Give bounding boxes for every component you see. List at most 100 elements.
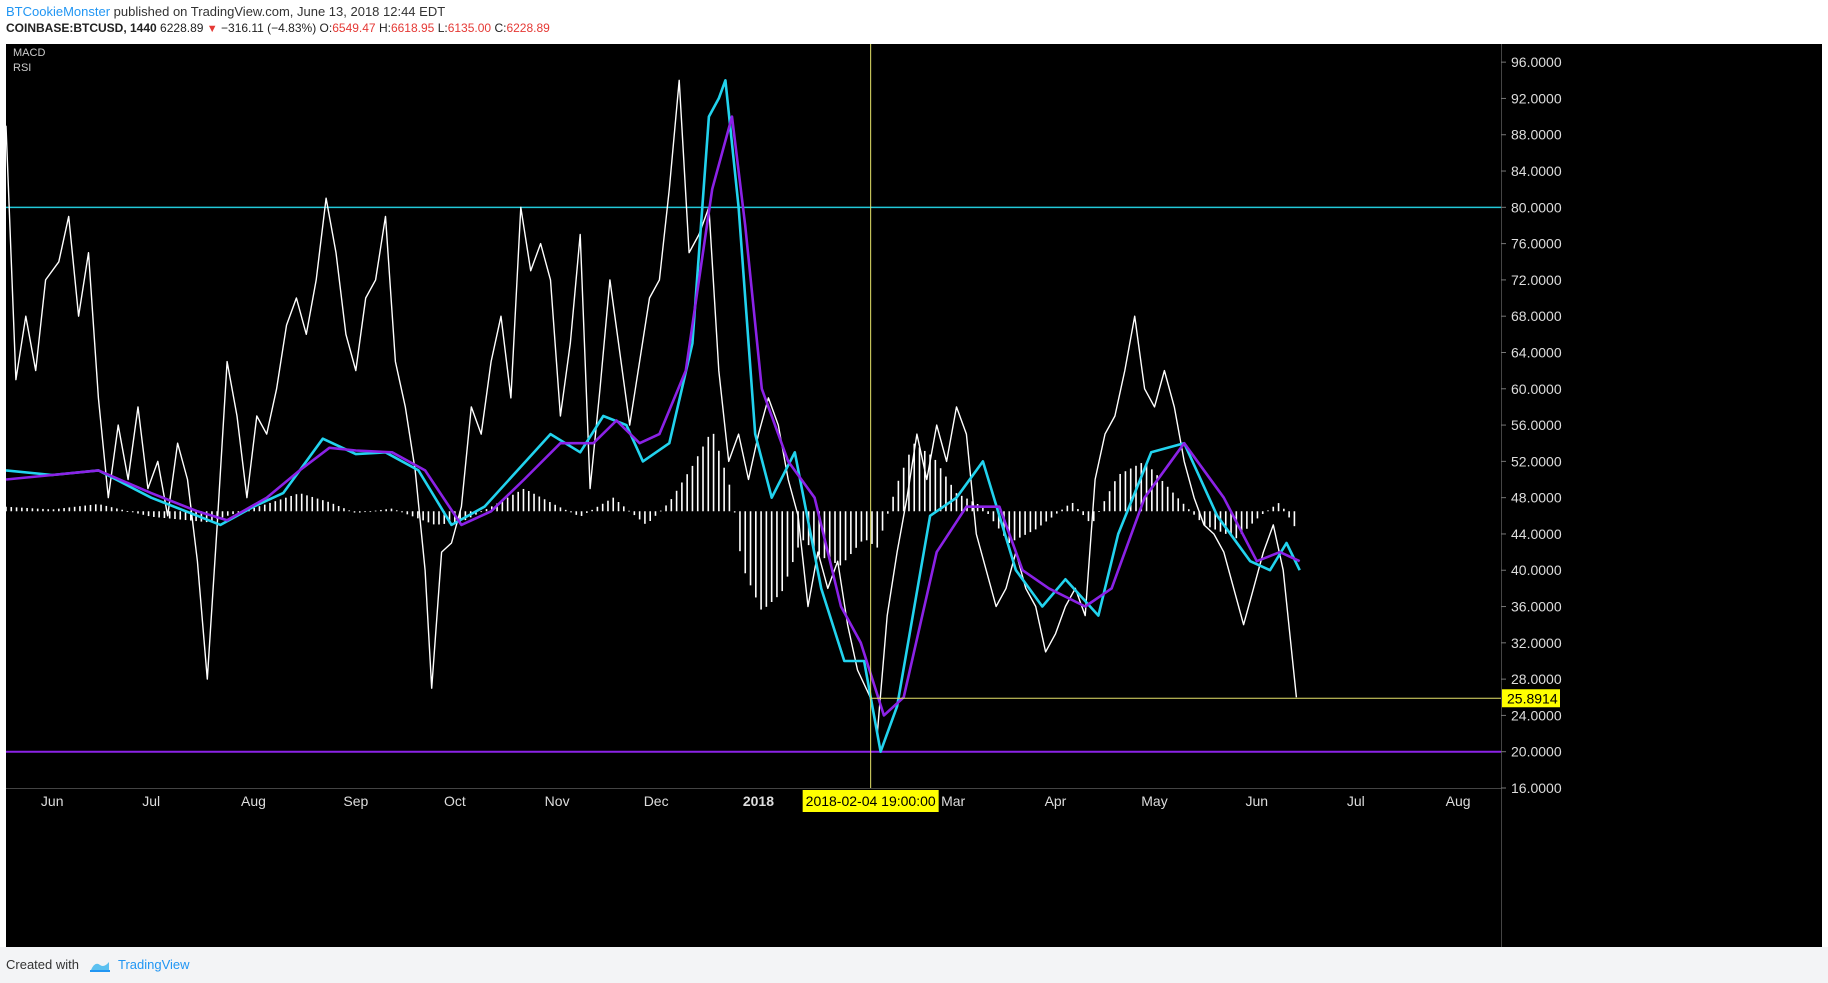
histogram-bar [939,468,942,512]
histogram-bar [1129,468,1132,512]
histogram-bar [295,494,298,512]
histogram-bar [607,500,609,512]
histogram-bar [638,511,641,520]
y-tick-label: 76.0000 [1511,236,1562,252]
histogram-bar [1261,511,1264,514]
histogram-bar [26,507,28,512]
histogram-bar [871,511,873,544]
histogram-bar [322,500,324,512]
histogram-bar [633,511,636,516]
crosshair-date-box [802,790,939,812]
histogram-bar [1108,491,1111,512]
histogram-bar [348,510,351,512]
histogram-bar [269,502,271,512]
histogram-bar [443,511,446,524]
last-price: 6228.89 [160,21,204,35]
histogram-bar [760,511,762,610]
publication-line: BTCookieMonster published on TradingView… [6,4,445,19]
y-tick-label: 28.0000 [1511,671,1562,687]
rsi-line[interactable] [6,79,1298,735]
histogram-bar [73,506,76,512]
histogram-bar [311,496,314,512]
histogram-bar [374,510,377,512]
histogram-bar [707,436,710,512]
signal-line[interactable] [6,115,1301,717]
histogram-bar [263,504,266,512]
histogram-bar [1187,509,1190,512]
histogram-bar [501,500,504,512]
histogram-bar [770,511,773,602]
histogram-bar [422,511,424,521]
y-tick-label: 44.0000 [1511,526,1562,542]
histogram-bar [538,496,541,512]
y-tick-label: 92.0000 [1511,90,1562,106]
x-tick-label: Jun [1245,793,1268,809]
down-triangle-icon: ▼ [206,23,218,35]
histogram-bar [955,493,958,512]
histogram-bar [1124,471,1127,512]
histogram-bar [459,511,461,523]
histogram-bar [834,511,836,563]
macd-line[interactable] [6,79,1301,753]
histogram-bar [1251,511,1253,524]
histogram-bar [1040,511,1042,526]
tradingview-link[interactable]: TradingView [118,957,190,972]
y-tick-label: 60.0000 [1511,381,1562,397]
histogram-bar [290,495,292,512]
histogram-bar [654,511,657,516]
histogram-bar [860,511,863,542]
histogram-bar [517,491,519,512]
tradingview-logo-icon[interactable] [89,959,111,973]
histogram-bar [1087,511,1090,522]
histogram-bar [448,511,451,524]
histogram-bar [586,511,588,513]
histogram-bar [126,510,129,512]
histogram-bar [163,511,166,518]
histogram-bar [665,505,667,512]
histogram-bar [1267,510,1269,512]
histogram-bar [543,499,546,512]
histogram-bar [522,488,525,512]
histogram-bar [411,511,414,517]
histogram-bar [358,511,361,513]
histogram-bar [960,495,963,512]
histogram-bar [612,497,615,512]
author-link[interactable]: BTCookieMonster [6,4,111,19]
y-tick-label: 20.0000 [1511,744,1562,760]
indicator-label[interactable]: MACD [13,47,45,59]
histogram-bar [966,498,968,512]
x-tick-label: Sep [343,793,368,809]
histogram-bar [274,501,277,512]
histogram-bar [1161,480,1164,512]
histogram-bar [385,509,387,512]
histogram-bar [147,511,150,517]
histogram-bar [110,507,113,512]
histogram-bar [876,511,879,548]
histogram-bar [15,507,18,512]
histogram-bar [121,509,123,512]
histogram-bar [417,511,419,519]
histogram-bar [1193,511,1195,515]
histogram-bar [337,506,340,512]
histogram-bar [131,511,134,513]
histogram-bar [232,511,234,515]
histogram-bar [982,506,984,512]
indicator-label[interactable]: RSI [13,62,31,74]
histogram-bar [1008,511,1011,544]
histogram-bar [1203,511,1206,526]
chart-svg[interactable]: MACD RSI 96.0000 92.0000 88.0000 84.0000 80.00… [6,44,1822,947]
histogram-bar [343,508,345,512]
histogram-bar [258,506,261,512]
chart-area[interactable]: MACD RSI 96.0000 92.0000 88.0000 84.0000 80.00… [6,44,1822,947]
histogram-bar [549,502,551,512]
histogram-bar [591,509,593,512]
histogram-bar [559,507,562,512]
open-label: O: [319,21,333,35]
high-value: 6618.95 [390,21,435,35]
histogram-bar [1082,511,1084,516]
histogram-bar [744,511,747,574]
histogram-bar [580,511,583,516]
x-tick-label: Jul [1347,793,1365,809]
histogram-bar [1182,503,1185,512]
histogram-bar [887,511,889,514]
